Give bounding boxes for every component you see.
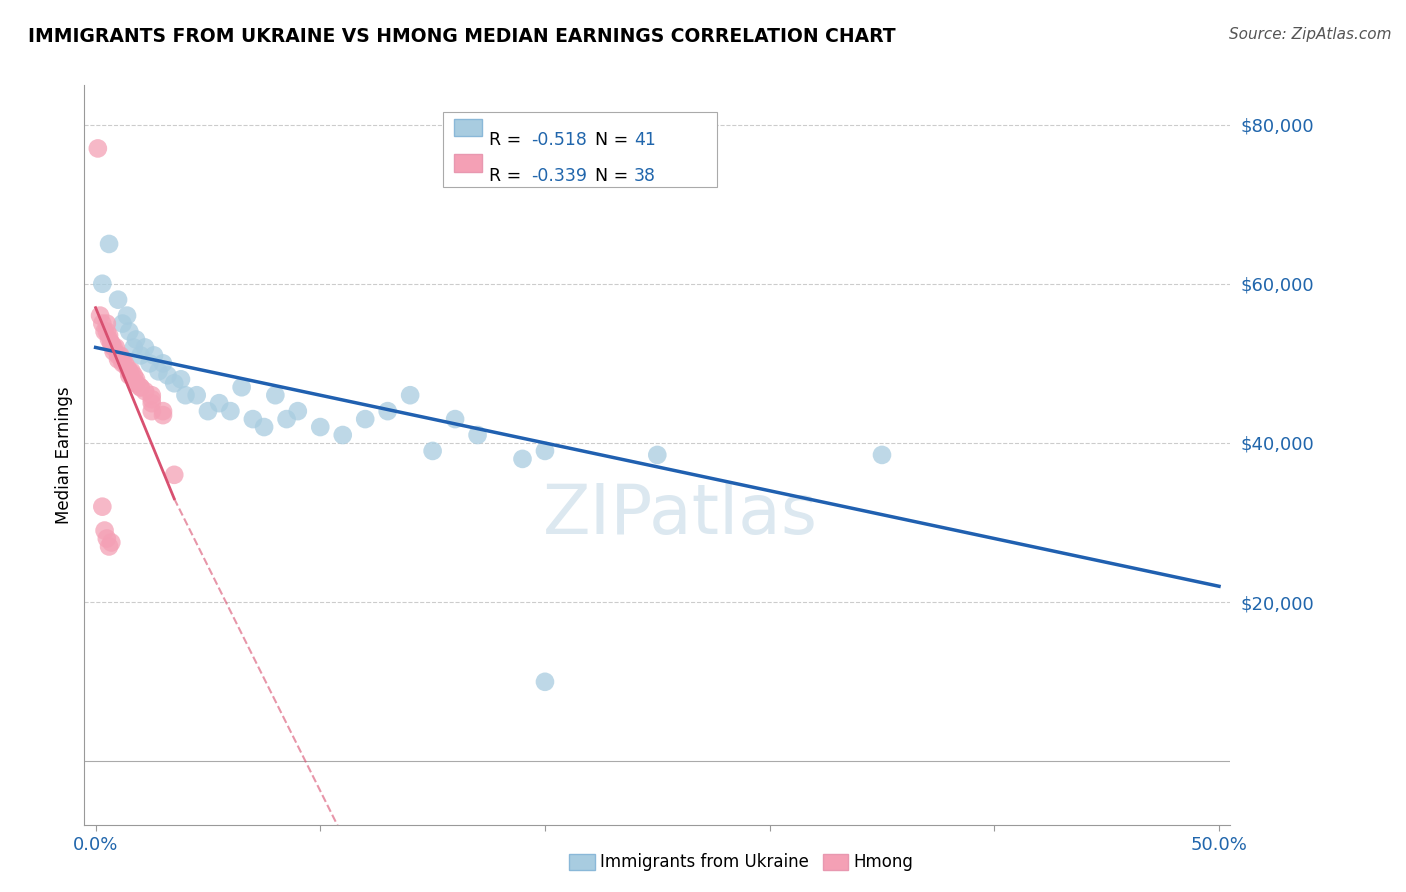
Point: [122, 368, 145, 383]
Point: [125, 333, 148, 347]
Point: [134, 384, 156, 399]
Text: 38: 38: [634, 167, 657, 185]
Text: Immigrants from Ukraine: Immigrants from Ukraine: [600, 853, 810, 871]
Text: R =: R =: [489, 131, 527, 149]
Point: [125, 376, 148, 391]
Point: [121, 364, 143, 378]
Point: [208, 396, 231, 410]
Point: [287, 404, 309, 418]
Point: [96, 325, 118, 339]
Point: [129, 348, 152, 362]
Point: [98, 328, 121, 343]
Point: [253, 420, 276, 434]
Point: [219, 404, 242, 418]
Point: [93, 325, 115, 339]
Point: [444, 412, 467, 426]
Point: [122, 341, 145, 355]
Point: [111, 356, 134, 370]
Point: [110, 348, 132, 362]
Point: [163, 467, 186, 482]
Y-axis label: Median Earnings: Median Earnings: [55, 386, 73, 524]
Text: -0.339: -0.339: [531, 167, 588, 185]
Point: [141, 392, 163, 407]
Point: [98, 333, 121, 347]
Point: [129, 380, 152, 394]
Point: [100, 535, 122, 549]
Point: [114, 356, 136, 370]
Point: [129, 380, 152, 394]
Point: [134, 341, 156, 355]
Point: [332, 428, 354, 442]
Point: [98, 236, 121, 251]
Point: [174, 388, 197, 402]
Point: [512, 451, 534, 466]
Point: [118, 364, 141, 378]
Text: 41: 41: [634, 131, 657, 149]
Point: [141, 404, 163, 418]
Point: [100, 336, 122, 351]
Point: [111, 352, 134, 367]
Point: [96, 532, 118, 546]
Point: [197, 404, 219, 418]
Point: [125, 376, 148, 391]
Point: [141, 396, 163, 410]
Point: [152, 356, 174, 370]
Point: [467, 428, 489, 442]
Point: [91, 317, 114, 331]
Point: [100, 336, 122, 351]
Point: [534, 444, 557, 458]
Point: [143, 348, 166, 362]
Point: [98, 540, 121, 554]
Point: [103, 341, 125, 355]
Point: [118, 325, 141, 339]
Point: [107, 348, 129, 362]
Point: [118, 364, 141, 378]
Point: [93, 524, 115, 538]
Point: [309, 420, 332, 434]
Point: [354, 412, 377, 426]
Point: [231, 380, 253, 394]
Point: [399, 388, 422, 402]
Text: ZIPatlas: ZIPatlas: [543, 481, 818, 548]
Point: [111, 317, 134, 331]
Point: [91, 277, 114, 291]
Point: [115, 360, 138, 375]
Point: [89, 309, 111, 323]
Point: [152, 404, 174, 418]
Point: [115, 309, 138, 323]
Point: [170, 372, 193, 386]
Point: [163, 376, 186, 391]
Point: [118, 368, 141, 383]
Text: Hmong: Hmong: [853, 853, 914, 871]
Point: [276, 412, 298, 426]
Point: [141, 388, 163, 402]
Point: [107, 352, 129, 367]
Point: [534, 674, 557, 689]
Point: [152, 408, 174, 422]
Point: [156, 368, 179, 383]
Point: [870, 448, 893, 462]
Point: [647, 448, 669, 462]
Point: [377, 404, 399, 418]
Text: Source: ZipAtlas.com: Source: ZipAtlas.com: [1229, 27, 1392, 42]
Point: [87, 141, 110, 155]
Point: [104, 341, 127, 355]
Text: N =: N =: [595, 167, 634, 185]
Point: [103, 344, 125, 359]
Point: [107, 293, 129, 307]
Point: [242, 412, 264, 426]
Text: N =: N =: [595, 131, 634, 149]
Point: [125, 372, 148, 386]
Point: [264, 388, 287, 402]
Point: [91, 500, 114, 514]
Point: [138, 356, 160, 370]
Point: [148, 364, 170, 378]
Point: [186, 388, 208, 402]
Point: [422, 444, 444, 458]
Point: [96, 317, 118, 331]
Text: IMMIGRANTS FROM UKRAINE VS HMONG MEDIAN EARNINGS CORRELATION CHART: IMMIGRANTS FROM UKRAINE VS HMONG MEDIAN …: [28, 27, 896, 45]
Text: -0.518: -0.518: [531, 131, 588, 149]
Text: R =: R =: [489, 167, 527, 185]
